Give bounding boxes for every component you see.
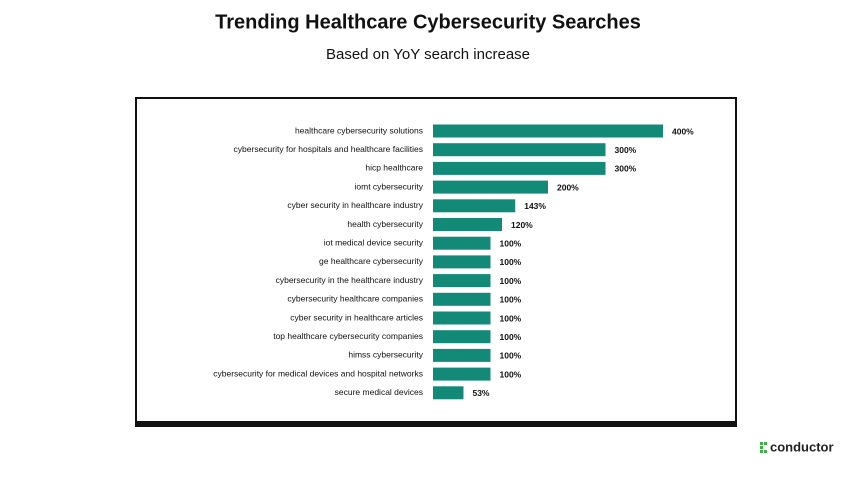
value-label: 100% <box>500 238 522 248</box>
category-label: cybersecurity for medical devices and ho… <box>213 368 423 378</box>
bar <box>433 161 606 175</box>
category-label: ge healthcare cybersecurity <box>319 256 424 266</box>
value-label: 143% <box>524 201 546 211</box>
category-label: secure medical devices <box>335 387 423 397</box>
category-label: health cybersecurity <box>347 219 423 229</box>
bar <box>433 124 663 138</box>
bar <box>433 274 491 288</box>
bar <box>433 236 491 250</box>
bar <box>433 330 491 344</box>
value-label: 120% <box>511 220 533 230</box>
value-label: 53% <box>472 388 489 398</box>
category-label: cybersecurity for hospitals and healthca… <box>234 144 423 154</box>
category-label: iot medical device security <box>324 237 424 247</box>
category-label: iomt cybersecurity <box>355 181 424 191</box>
category-label: hicp healthcare <box>365 163 423 173</box>
value-label: 100% <box>500 351 522 361</box>
category-label: cybersecurity in the healthcare industry <box>276 275 424 285</box>
value-label: 100% <box>500 257 522 267</box>
chart-subtitle: Based on YoY search increase <box>326 46 530 63</box>
value-label: 100% <box>500 295 522 305</box>
category-label: healthcare cybersecurity solutions <box>295 125 423 135</box>
bar <box>433 218 502 231</box>
bar <box>433 386 464 400</box>
frame-bottom <box>135 421 737 427</box>
value-label: 100% <box>500 369 522 379</box>
bar <box>433 143 606 157</box>
value-label: 100% <box>500 332 522 342</box>
value-label: 100% <box>500 276 522 286</box>
bar <box>433 180 548 194</box>
bar <box>433 199 516 213</box>
value-label: 300% <box>615 145 637 155</box>
category-label: cyber security in healthcare industry <box>287 200 423 210</box>
brand-icon <box>760 442 767 453</box>
category-label: himss cybersecurity <box>348 350 423 360</box>
category-label: cyber security in healthcare articles <box>290 312 423 322</box>
value-label: 400% <box>672 126 694 136</box>
value-label: 100% <box>500 313 522 323</box>
bar <box>433 367 491 381</box>
bar <box>433 255 491 269</box>
bar <box>433 311 491 325</box>
value-label: 300% <box>615 164 637 174</box>
category-label: top healthcare cybersecurity companies <box>273 331 423 341</box>
brand: conductor <box>770 439 834 454</box>
chart-title: Trending Healthcare Cybersecurity Search… <box>215 11 641 33</box>
bar <box>433 292 491 306</box>
value-label: 200% <box>557 182 579 192</box>
bar <box>433 348 491 362</box>
category-label: cybersecurity healthcare companies <box>287 294 423 304</box>
